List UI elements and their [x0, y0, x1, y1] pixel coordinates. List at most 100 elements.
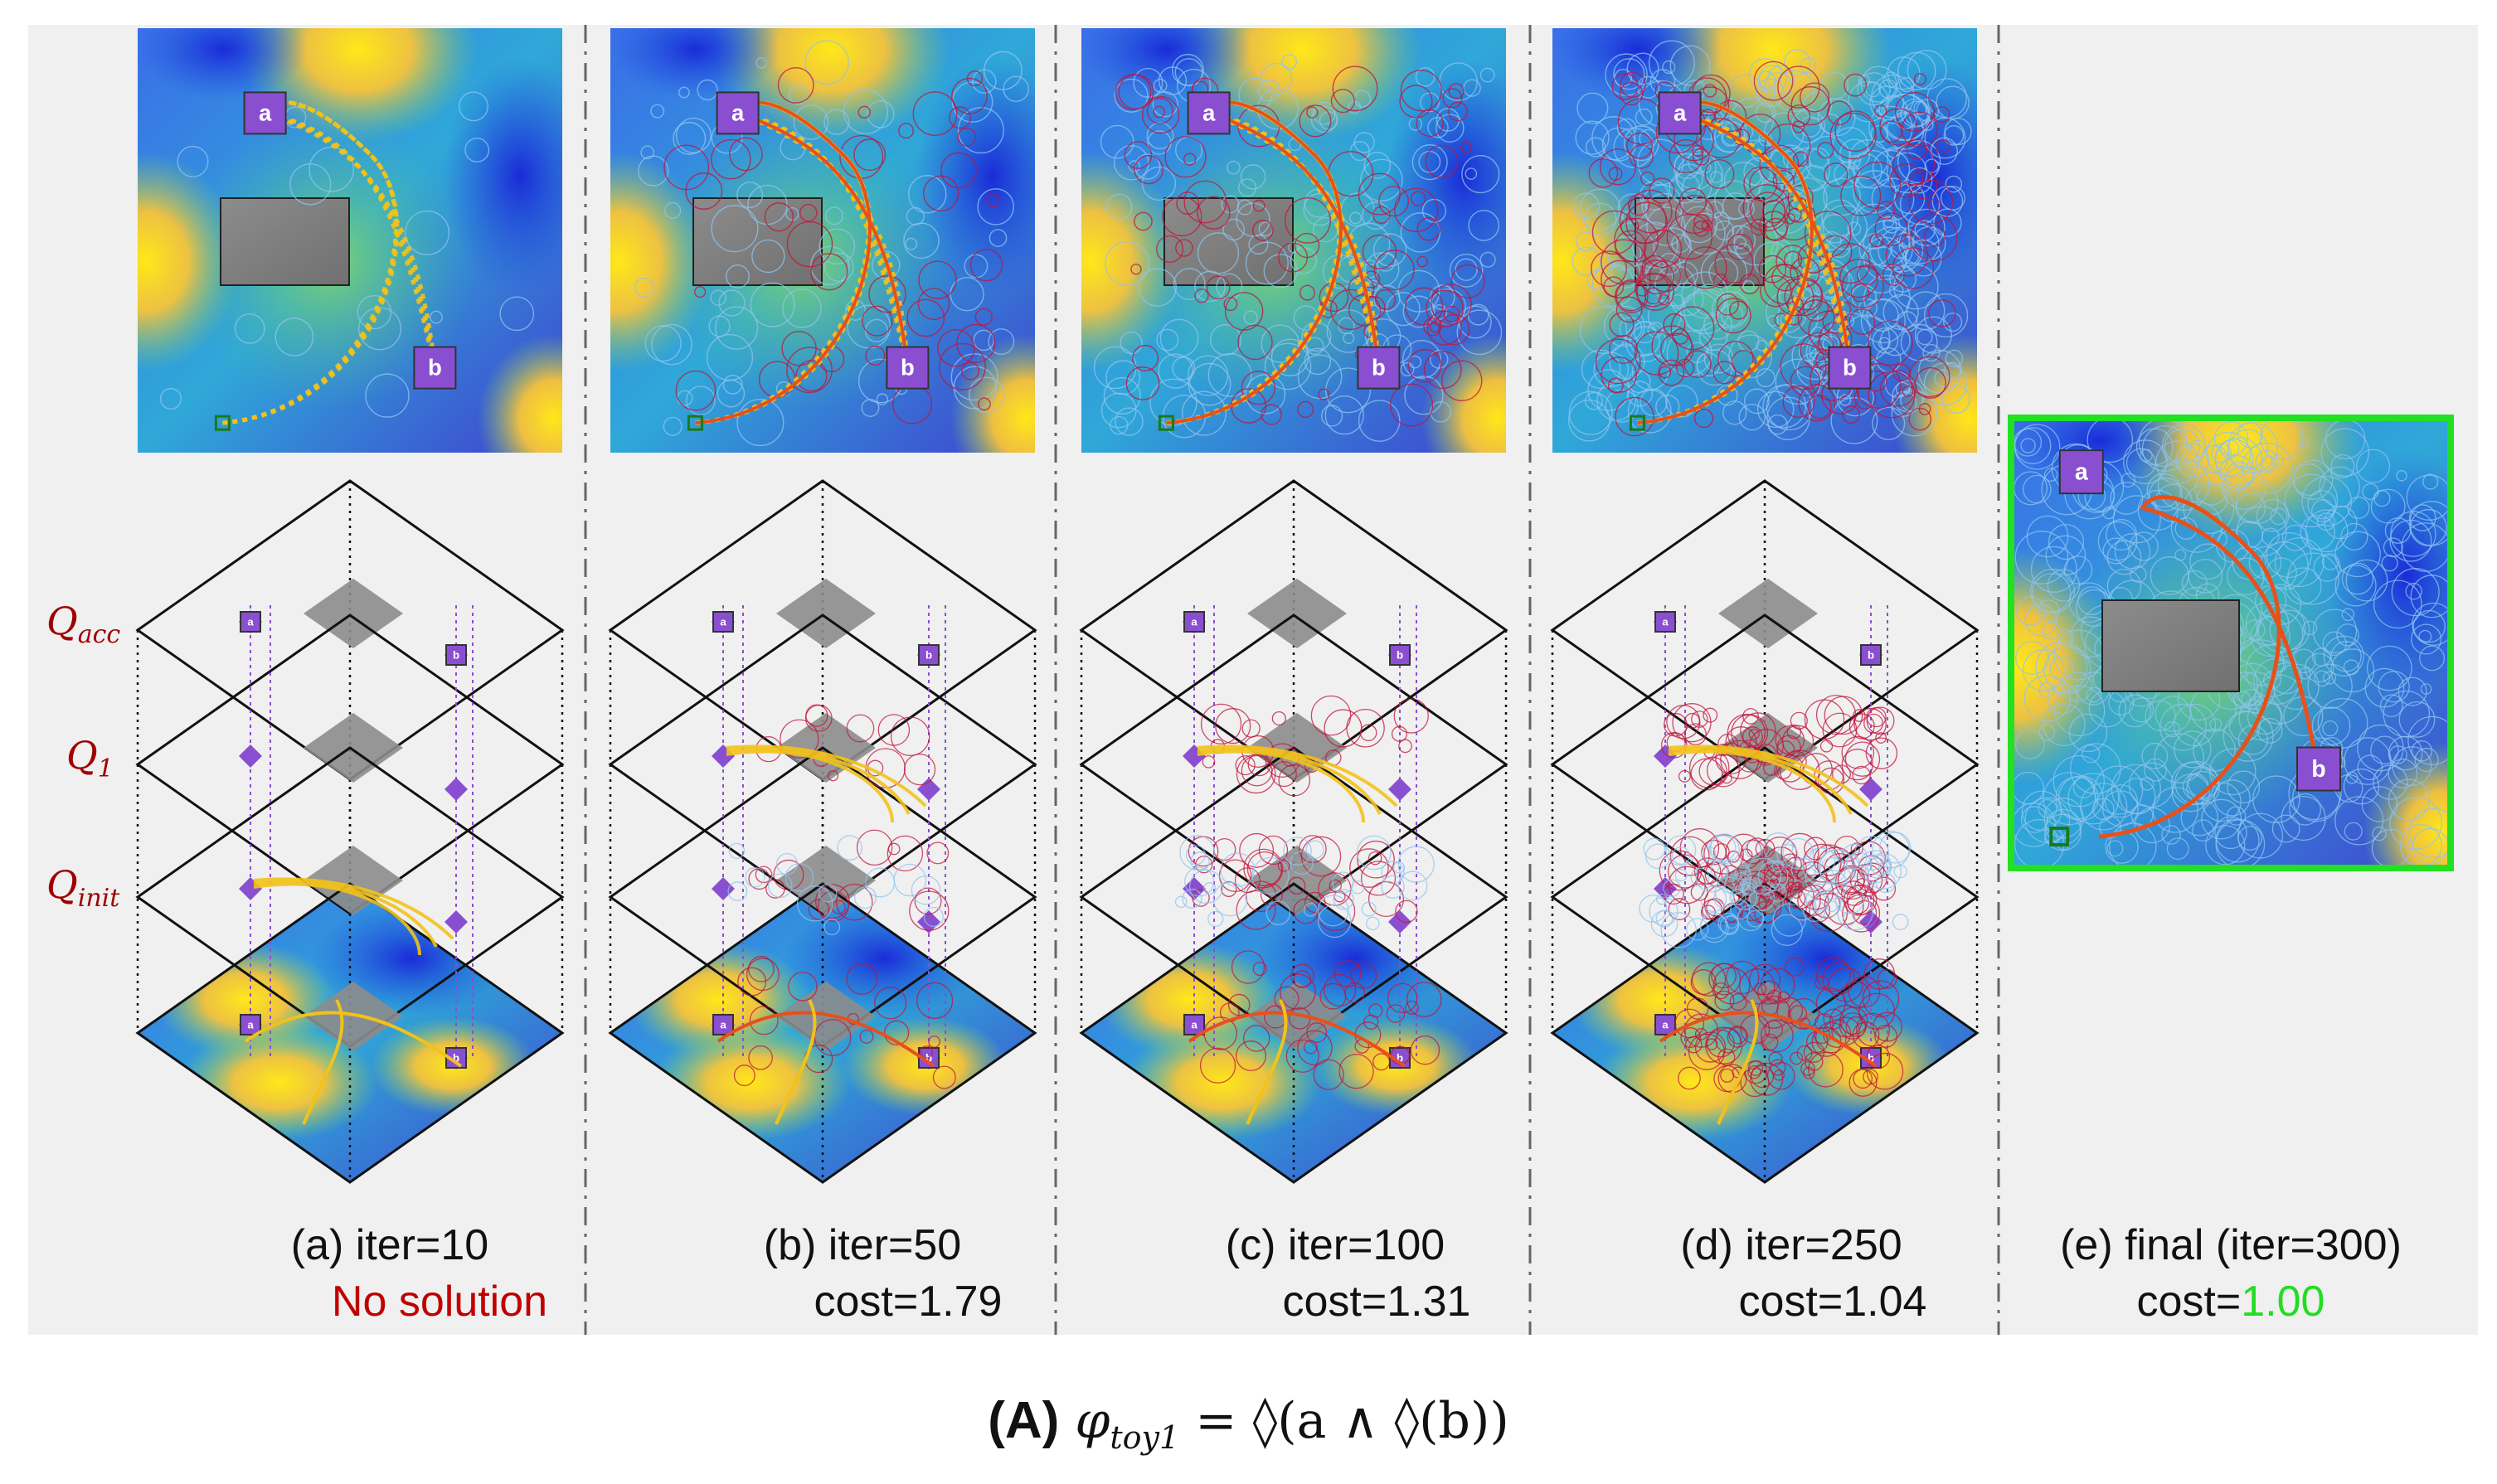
region-label: b	[428, 355, 442, 381]
heatmap-hotspot-bottomright	[477, 333, 562, 453]
region-label: b	[925, 648, 932, 661]
automaton-layer-Q_1	[135, 613, 565, 915]
best-path	[695, 100, 910, 425]
cost-label: cost=1.04	[1738, 1278, 1927, 1326]
automaton-layer-Q_acc	[1550, 479, 1980, 781]
formula-body: = ◊(a ∧ ◊(b))	[1179, 1392, 1509, 1450]
layer-region-b	[917, 778, 940, 801]
iteration-label: (b) iter=50	[763, 1221, 962, 1269]
stack-tree-red	[1660, 695, 1898, 795]
stack-tree-red	[733, 956, 956, 1089]
region-label: b	[1372, 355, 1386, 381]
region-label: a	[259, 99, 272, 125]
region-label: b	[453, 648, 459, 661]
region-label: b	[1868, 648, 1874, 661]
region-label: b	[1397, 1051, 1403, 1064]
region-b: b	[1357, 346, 1401, 390]
cost-label: cost=1.00	[2136, 1278, 2325, 1326]
final-tree-samples	[2011, 418, 2451, 868]
heatmap-hotspot-bottomright	[2363, 741, 2451, 868]
region-label: a	[1674, 99, 1687, 125]
figure-panel-letter: (A)	[988, 1392, 1060, 1449]
map-top-panel-b: ab	[610, 28, 1035, 453]
region-label: a	[1191, 1018, 1197, 1031]
region-label: a	[1662, 615, 1669, 628]
stack-candidate-path	[1668, 749, 1836, 823]
stack-bottom-path	[1717, 999, 1759, 1125]
region-label: b	[2311, 756, 2325, 783]
region-square	[1389, 644, 1411, 666]
stack-tree-blue	[1639, 831, 1912, 948]
region-square	[918, 644, 940, 666]
automaton-layer-Q_init	[1550, 746, 1980, 1048]
layer-label-acc: Qacc	[46, 599, 121, 650]
stack-candidate-path	[253, 882, 421, 956]
heatmap-hotspot-bottomright	[950, 333, 1035, 453]
caption-panel-a: (a) iter=10 No solution	[182, 1220, 597, 1326]
region-label: a	[247, 615, 254, 628]
start-marker	[2049, 826, 2070, 846]
map-top-panel-a: ab	[138, 28, 562, 453]
layer-region-b	[1388, 778, 1411, 801]
stack-tree-red	[748, 829, 950, 931]
region-label: a	[1662, 1018, 1669, 1031]
layer-obstacle	[1247, 982, 1347, 1051]
layer-obstacle	[304, 713, 403, 783]
stack-region-a-top: a	[712, 611, 734, 633]
stack-tree-blue	[727, 835, 944, 936]
stack-region-a-bottom: a	[1654, 1014, 1676, 1035]
best-path	[1166, 100, 1381, 425]
heatmap-hotspot-left	[138, 151, 240, 372]
final-cost-value: 1.00	[2241, 1278, 2325, 1326]
tree-samples-blue	[1093, 53, 1503, 442]
start-marker	[214, 415, 231, 431]
stack-bottom-path	[244, 1011, 463, 1068]
region-label: b	[1868, 1051, 1874, 1064]
heatmap-hotspot-left	[610, 151, 712, 372]
region-square	[712, 1014, 734, 1035]
obstacle	[220, 197, 350, 286]
heatmap-cool-right	[916, 57, 1035, 296]
formula-phi: φ	[1075, 1392, 1110, 1450]
region-square	[712, 611, 734, 633]
region-a: a	[716, 91, 760, 135]
region-label: a	[247, 1018, 254, 1031]
region-square	[1357, 346, 1401, 390]
stack-tree-blue	[1174, 835, 1435, 938]
tree-samples-red	[663, 66, 1003, 424]
map-final: ab	[2011, 418, 2451, 868]
workspace-layer	[608, 882, 1037, 1184]
iteration-label: (a) iter=10	[290, 1221, 489, 1269]
figure-caption: (A) φtoy1 = ◊(a ∧ ◊(b))	[0, 1391, 2497, 1456]
workspace-layer	[1550, 882, 1980, 1184]
stack-bottom-path	[717, 1011, 935, 1068]
region-b: b	[886, 346, 930, 390]
stack-region-a-bottom: a	[712, 1014, 734, 1035]
start-marker	[687, 415, 703, 431]
layer-label-1: Q1	[66, 733, 114, 784]
region-square	[2058, 449, 2104, 495]
workspace-layer	[135, 882, 565, 1184]
region-square	[1183, 611, 1205, 633]
tree-samples-red	[1115, 65, 1485, 427]
layer-obstacle	[304, 982, 403, 1051]
heatmap-cool-topleft	[610, 28, 780, 101]
region-label: a	[731, 99, 745, 125]
candidate-path	[222, 100, 437, 425]
layer-obstacle	[776, 982, 876, 1051]
region-a: a	[1658, 91, 1702, 135]
region-a: a	[243, 91, 287, 135]
stack-region-a-bottom: a	[1183, 1014, 1205, 1035]
region-square	[1828, 346, 1872, 390]
candidate-path	[222, 100, 437, 425]
stack-region-b-top: b	[1860, 644, 1882, 666]
stack-candidate-path	[253, 877, 454, 940]
automaton-layer-Q_1	[1079, 613, 1508, 915]
layer-region-b	[1859, 778, 1882, 801]
caption-panel-c: (c) iter=100 cost=1.31	[1128, 1220, 1542, 1326]
stack-region-a-top: a	[1654, 611, 1676, 633]
region-square	[413, 346, 457, 390]
cost-label: cost=1.31	[1282, 1278, 1471, 1326]
